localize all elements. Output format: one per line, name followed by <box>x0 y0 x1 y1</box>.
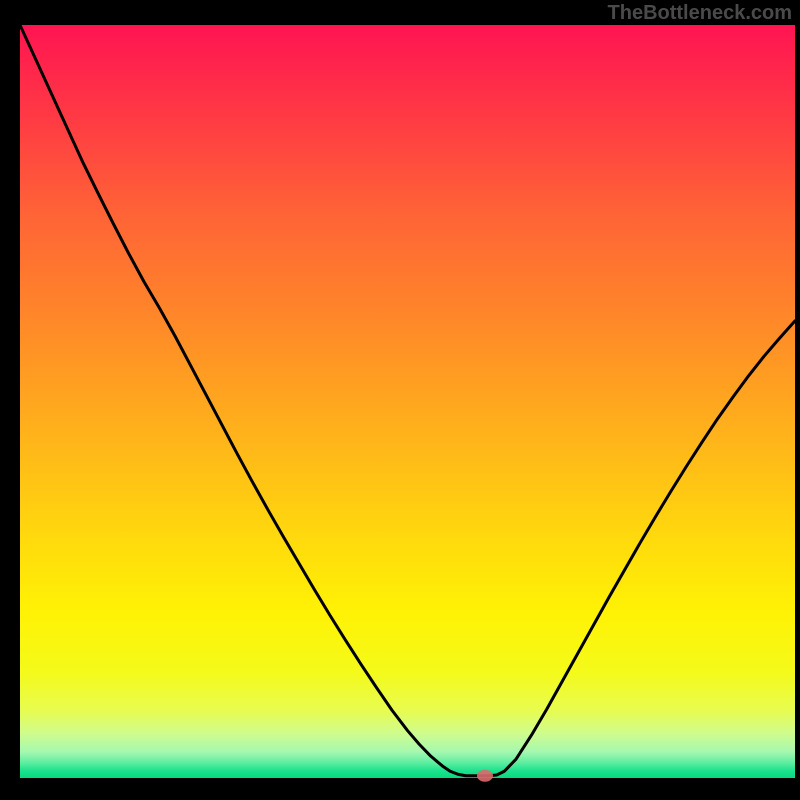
bottleneck-chart <box>0 0 800 800</box>
optimal-marker <box>477 770 493 782</box>
plot-background <box>20 25 795 778</box>
chart-container: TheBottleneck.com <box>0 0 800 800</box>
